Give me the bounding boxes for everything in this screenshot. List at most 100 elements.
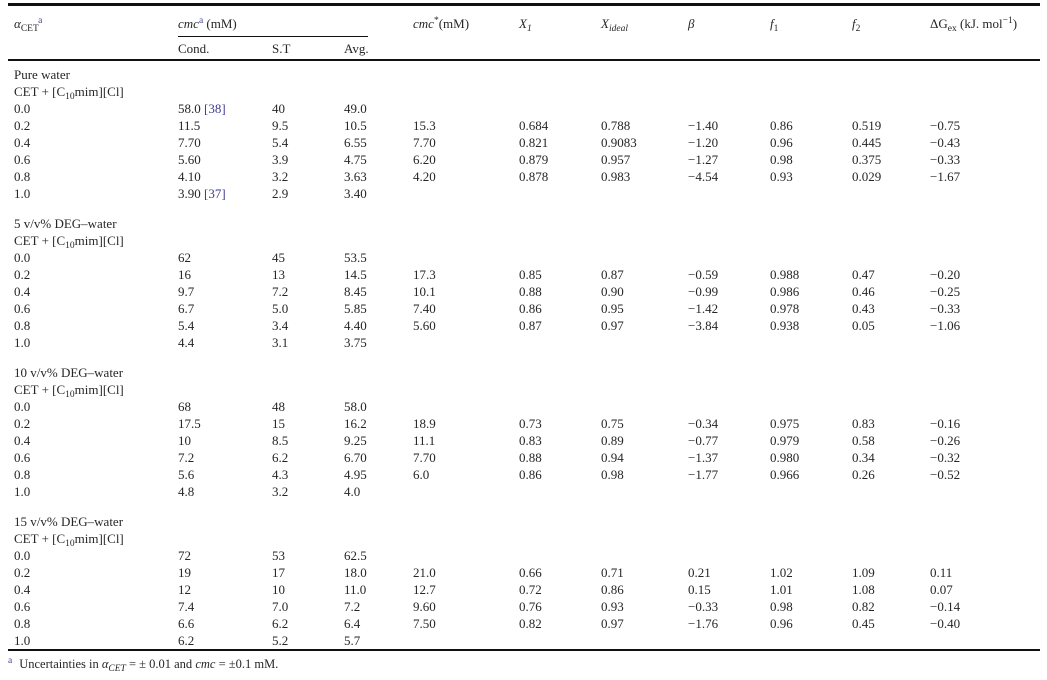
x1-cell bbox=[519, 632, 601, 650]
cmc-avg-cell: 10.5 bbox=[344, 117, 367, 133]
f2-cell: 0.05 bbox=[852, 317, 875, 333]
cmc-star-cell bbox=[413, 100, 519, 117]
cmc-avg-cell: 18.0 bbox=[344, 564, 367, 580]
x1-cell: 0.821 bbox=[519, 134, 549, 150]
f2-cell bbox=[852, 334, 930, 351]
f1-cell bbox=[770, 547, 852, 564]
f2-cell: 0.375 bbox=[852, 151, 882, 167]
section-system-label: CET + [C10mim][Cl] bbox=[14, 83, 124, 102]
x-ideal-cell: 0.89 bbox=[601, 432, 624, 448]
dg-ex-cell: −0.33 bbox=[930, 300, 961, 316]
cmc-st-cell: 5.0 bbox=[272, 300, 289, 316]
cmc-avg-cell: 4.40 bbox=[344, 317, 367, 333]
cmc-star-cell: 9.60 bbox=[413, 598, 436, 614]
table-row: 0.8 5.6 4.3 4.95 6.0 0.86 0.98 −1.77 0.966 0.26 −0… bbox=[8, 466, 1040, 483]
footnote-marker-icon[interactable]: a bbox=[38, 16, 43, 26]
beta-cell: −0.99 bbox=[688, 283, 719, 299]
table-row: 1.0 4.4 3.1 3.75 bbox=[8, 334, 1040, 351]
cmc-cond-cell: 4.10 bbox=[178, 168, 201, 184]
dg-ex-cell: −0.43 bbox=[930, 134, 961, 150]
f1-cell: 0.86 bbox=[770, 117, 793, 133]
f2-cell: 0.445 bbox=[852, 134, 882, 150]
alpha-cet-cell: 0.4 bbox=[14, 432, 31, 448]
cmc-star-cell: 10.1 bbox=[413, 283, 436, 299]
cmc-st-cell: 5.4 bbox=[272, 134, 289, 150]
cmc-star-cell bbox=[413, 185, 519, 202]
cmc-st-cell: 48 bbox=[272, 398, 285, 414]
citation-link[interactable]: [37] bbox=[204, 185, 226, 201]
cmc-cond-cell: 68 bbox=[178, 398, 191, 414]
alpha-cet-cell: 0.8 bbox=[14, 615, 31, 631]
cmc-star-cell: 17.3 bbox=[413, 266, 436, 282]
cmc-st-cell: 4.3 bbox=[272, 466, 289, 482]
section-gap bbox=[8, 500, 1040, 513]
x1-cell: 0.82 bbox=[519, 615, 542, 631]
table-row: 0.4 7.70 5.4 6.55 7.70 0.821 0.9083 −1.20 0.96 0.… bbox=[8, 134, 1040, 151]
f1-cell: 0.986 bbox=[770, 283, 800, 299]
f1-cell: 0.966 bbox=[770, 466, 800, 482]
section-title-row: Pure water bbox=[8, 66, 1040, 83]
dg-ex-cell bbox=[930, 100, 1040, 117]
dg-ex-cell: −1.06 bbox=[930, 317, 961, 333]
x-ideal-cell: 0.86 bbox=[601, 581, 624, 597]
f1-cell bbox=[770, 398, 852, 415]
table-row: 0.6 7.4 7.0 7.2 9.60 0.76 0.93 −0.33 0.98 0.82 −0.… bbox=[8, 598, 1040, 615]
table-row: 0.4 10 8.5 9.25 11.1 0.83 0.89 −0.77 0.979 0.58 −0… bbox=[8, 432, 1040, 449]
cmc-avg-cell: 4.75 bbox=[344, 151, 367, 167]
cmc-star-cell bbox=[413, 249, 519, 266]
x-ideal-cell: 0.90 bbox=[601, 283, 624, 299]
dg-ex-cell: −0.52 bbox=[930, 466, 961, 482]
cmc-cond-cell: 3.90 [37] bbox=[178, 185, 226, 201]
dg-ex-cell: −0.75 bbox=[930, 117, 961, 133]
alpha-cet-cell: 0.2 bbox=[14, 564, 31, 580]
cmc-avg-cell: 6.70 bbox=[344, 449, 367, 465]
citation-link[interactable]: [38] bbox=[204, 100, 226, 116]
x1-cell: 0.73 bbox=[519, 415, 542, 431]
dg-ex-cell: −0.16 bbox=[930, 415, 961, 431]
col-header-f2: f2 bbox=[852, 16, 861, 34]
footnote-marker-icon[interactable]: a bbox=[198, 16, 204, 26]
beta-cell bbox=[688, 185, 770, 202]
cmc-star-cell: 7.40 bbox=[413, 300, 436, 316]
cmc-cond-cell: 17.5 bbox=[178, 415, 201, 431]
cmc-st-cell: 53 bbox=[272, 547, 285, 563]
beta-cell: 0.21 bbox=[688, 564, 711, 580]
alpha-cet-cell: 0.2 bbox=[14, 415, 31, 431]
x-ideal-cell bbox=[601, 185, 688, 202]
x1-cell bbox=[519, 483, 601, 500]
cmc-cond-cell: 7.70 bbox=[178, 134, 201, 150]
cmc-st-cell: 8.5 bbox=[272, 432, 289, 448]
cmc-star-cell: 12.7 bbox=[413, 581, 436, 597]
f1-cell: 0.938 bbox=[770, 317, 800, 333]
dg-ex-cell bbox=[930, 398, 1040, 415]
cmc-st-cell: 7.0 bbox=[272, 598, 289, 614]
cmc-star-cell: 15.3 bbox=[413, 117, 436, 133]
beta-cell bbox=[688, 632, 770, 650]
cmc-star-cell bbox=[413, 632, 519, 650]
dg-ex-cell: 0.11 bbox=[930, 564, 953, 580]
alpha-cet-cell: 0.6 bbox=[14, 598, 31, 614]
f1-cell: 0.96 bbox=[770, 615, 793, 631]
x1-cell: 0.76 bbox=[519, 598, 542, 614]
cmc-star-cell bbox=[413, 398, 519, 415]
header-row-main: αCETa cmca (mM) cmc*(mM) X1 Xideal β f1 … bbox=[8, 5, 1040, 38]
beta-cell bbox=[688, 547, 770, 564]
cmc-star-cell: 18.9 bbox=[413, 415, 436, 431]
cmc-avg-cell: 3.40 bbox=[344, 185, 367, 201]
x1-cell: 0.879 bbox=[519, 151, 549, 167]
x-ideal-cell: 0.95 bbox=[601, 300, 624, 316]
dg-ex-cell: −0.40 bbox=[930, 615, 961, 631]
dg-ex-cell bbox=[930, 334, 1040, 351]
f1-cell bbox=[770, 249, 852, 266]
cmc-cond-cell: 11.5 bbox=[178, 117, 201, 133]
system-subscript: 10 bbox=[65, 240, 75, 251]
f2-cell bbox=[852, 547, 930, 564]
section-system-row: CET + [C10mim][Cl] bbox=[8, 232, 1040, 251]
cmc-avg-cell: 5.85 bbox=[344, 300, 367, 316]
table-row: 0.6 7.2 6.2 6.70 7.70 0.88 0.94 −1.37 0.980 0.34 −… bbox=[8, 449, 1040, 466]
x1-cell bbox=[519, 547, 601, 564]
cmc-star-cell: 21.0 bbox=[413, 564, 436, 580]
section-title-row: 15 v/v% DEG–water bbox=[8, 513, 1040, 530]
f1-cell bbox=[770, 483, 852, 500]
